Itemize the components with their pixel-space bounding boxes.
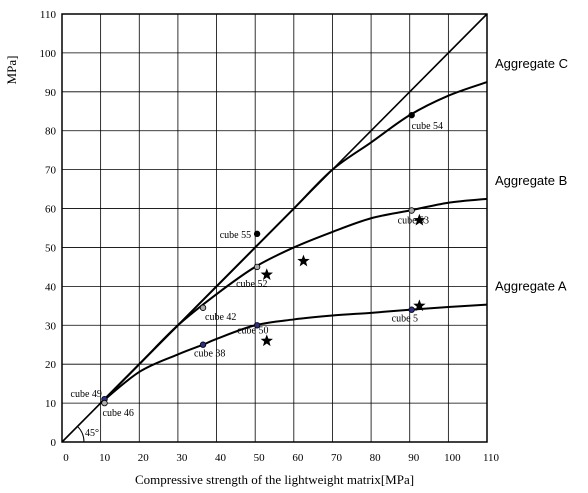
x-tick-label: 20 [138,452,150,464]
x-tick-label: 30 [176,452,188,464]
star-marker [297,254,310,267]
cube-label: cube 49 [71,389,102,400]
cube-label: cube 53 [398,215,429,226]
cube-label: cube 50 [237,325,268,336]
cube-point [101,399,108,407]
cube-label: cube 38 [194,349,225,360]
cube-point [253,230,261,238]
grid-lines [62,14,487,442]
cube-label: cube 42 [205,312,236,323]
aggregate-b-curve [99,197,488,404]
cube-point [408,207,415,214]
x-tick-label: 50 [254,452,266,464]
y-tick-label: 50 [45,242,57,254]
x-tick-label: 70 [331,452,343,464]
x-tick-label: 100 [444,452,461,464]
y-axis-title: MPa] [4,56,19,85]
y-tick-label: 100 [40,48,57,60]
angle-label: 45° [85,428,99,439]
x-axis-title: Compressive strength of the lightweight … [135,472,414,487]
cube-point [199,304,207,311]
cube-label: cube 54 [412,121,443,132]
cube-label: cube 5 [392,314,418,325]
x-tick-label: 90 [408,452,420,464]
y-tick-label: 0 [51,437,57,449]
cube-point [199,341,207,348]
cube-label: cube 55 [220,230,251,241]
curve-labels: Aggregate C Aggregate B Aggregate A [495,56,568,294]
y-tick-label: 110 [40,9,57,21]
x-tick-label: 80 [370,452,382,464]
aggregate-b-label: Aggregate B [495,173,567,188]
y-tick-label: 10 [45,398,57,410]
y-tick-label: 20 [45,359,57,371]
cube-label: cube 52 [236,279,267,290]
cube-point [408,306,415,313]
x-tick-label: 40 [215,452,227,464]
y-tick-label: 60 [45,204,57,216]
x-tick-label: 0 [63,452,69,464]
aggregate-a-label: Aggregate A [495,279,567,294]
y-tick-label: 80 [45,126,57,138]
star-markers [260,213,426,347]
star-marker [260,334,273,347]
cube-point [408,111,415,119]
star-marker [260,268,273,280]
cube-point [253,263,261,271]
y-tick-label: 90 [45,87,57,99]
x-tick-label: 110 [483,452,500,464]
y-tick-label: 30 [45,320,57,332]
cube-label: cube 46 [103,408,134,419]
plot-frame [61,13,488,443]
tick-labels: 0 10 20 30 40 50 60 70 80 90 100 110 0 10 20 30 40 50 60 70… [40,9,500,464]
x-tick-label: 10 [99,452,111,464]
star-marker [413,299,426,312]
star-marker [413,213,426,226]
aggregate-c-label: Aggregate C [495,56,568,71]
y-tick-label: 70 [45,165,57,177]
y-tick-label: 40 [45,281,57,293]
x-tick-label: 60 [292,452,304,464]
angle-arc [77,426,85,443]
cube-point [253,322,261,329]
